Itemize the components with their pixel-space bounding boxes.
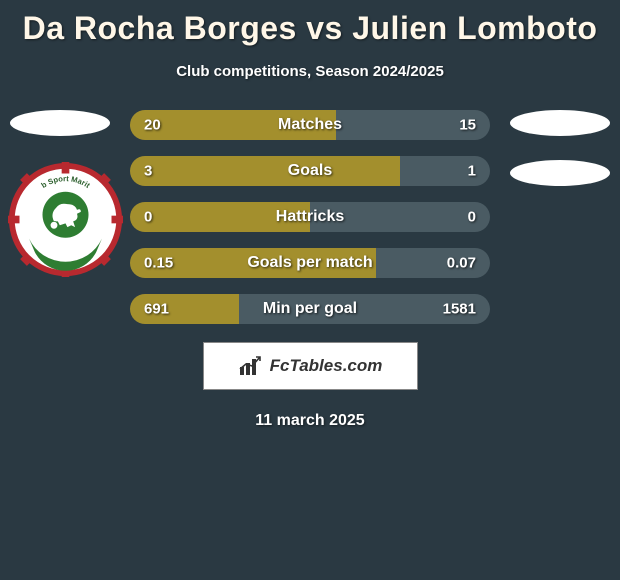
stat-right-value: 15 xyxy=(459,117,476,134)
stat-label: Goals per match xyxy=(247,254,372,272)
stat-label: Hattricks xyxy=(276,208,344,226)
stat-right-value: 0.07 xyxy=(447,255,476,272)
subtitle: Club competitions, Season 2024/2025 xyxy=(0,63,620,80)
club-right-placeholder xyxy=(510,160,610,186)
page-title: Da Rocha Borges vs Julien Lomboto xyxy=(0,0,620,47)
stat-label: Goals xyxy=(288,162,332,180)
date-text: 11 march 2025 xyxy=(0,412,620,430)
stat-left-value: 20 xyxy=(144,117,161,134)
stat-left-value: 3 xyxy=(144,163,152,180)
player-right-placeholder xyxy=(510,110,610,136)
stat-right-value: 0 xyxy=(468,209,476,226)
stat-bar-row: 3 1 Goals xyxy=(130,156,490,186)
stat-bar-row: 0.15 0.07 Goals per match xyxy=(130,248,490,278)
stat-left-value: 0 xyxy=(144,209,152,226)
stat-bar-left-fill xyxy=(130,156,400,186)
brand-text: FcTables.com xyxy=(270,356,383,376)
stat-right-value: 1581 xyxy=(443,301,476,318)
stat-right-value: 1 xyxy=(468,163,476,180)
stat-left-value: 0.15 xyxy=(144,255,173,272)
stat-bar-row: 691 1581 Min per goal xyxy=(130,294,490,324)
stat-label: Min per goal xyxy=(263,300,357,318)
stat-label: Matches xyxy=(278,116,342,134)
club-left-badge: b Sport Marit Madeira xyxy=(8,162,123,277)
brand-box: FcTables.com xyxy=(203,342,418,390)
stat-bar-row: 20 15 Matches xyxy=(130,110,490,140)
comparison-area: b Sport Marit Madeira 20 15 Matches 3 1 Goals… xyxy=(0,110,620,324)
stat-bar-row: 0 0 Hattricks xyxy=(130,202,490,232)
stat-bars: 20 15 Matches 3 1 Goals 0 0 Hattricks 0.15 0.07 Goa… xyxy=(130,110,490,324)
brand-chart-icon xyxy=(238,355,264,377)
stat-left-value: 691 xyxy=(144,301,169,318)
stat-bar-right-fill xyxy=(400,156,490,186)
svg-text:Madeira: Madeira xyxy=(49,242,82,252)
player-left-placeholder xyxy=(10,110,110,136)
